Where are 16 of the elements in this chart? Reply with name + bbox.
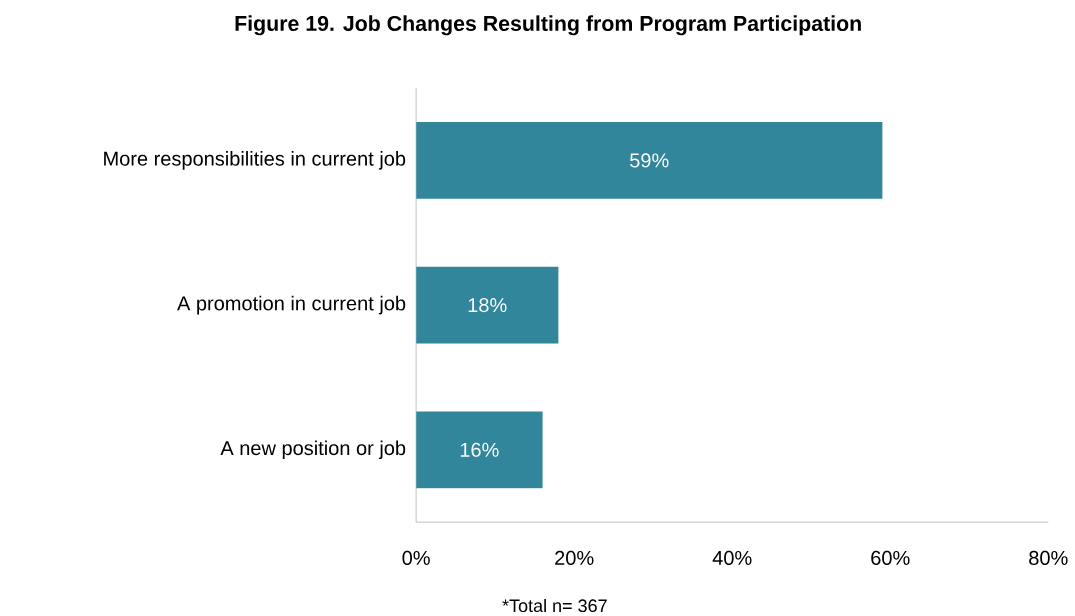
bar <box>416 121 883 199</box>
x-tick-label: 0% <box>402 550 430 565</box>
bar <box>416 266 559 344</box>
x-tick-label: 60% <box>871 550 910 565</box>
data-label: 16% <box>460 442 499 457</box>
data-label: 18% <box>468 297 507 313</box>
x-tick-label: 20% <box>555 550 594 565</box>
x-tick-label: 40% <box>712 550 752 565</box>
y-tick-label: A new position or job <box>220 440 406 460</box>
data-label: 59% <box>630 153 669 168</box>
text: *Total n= 367 <box>502 598 607 613</box>
y-tick-label: A promotion in current job <box>177 295 406 315</box>
y-tick-label: More responsibilities in current job <box>104 150 406 170</box>
x-tick-label: 80% <box>1029 550 1068 565</box>
bar <box>416 411 543 489</box>
chart-title: Figure 19. Job Changes Resulting from Program Participation <box>235 15 861 36</box>
